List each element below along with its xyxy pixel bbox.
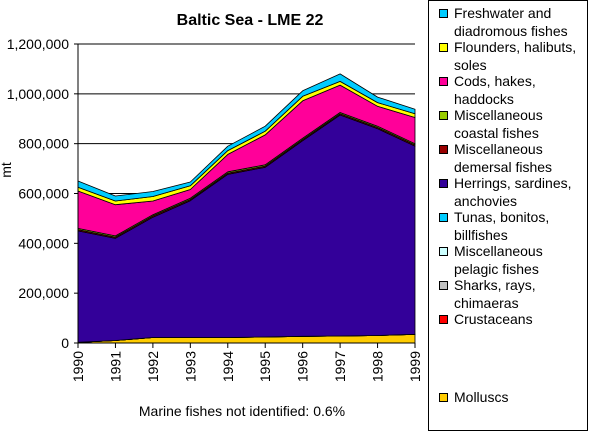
- legend-swatch: [439, 315, 448, 324]
- legend-label-line: anchovies: [454, 193, 518, 209]
- legend-swatch: [439, 77, 448, 86]
- legend-label: Cods, hakes, haddocks: [454, 72, 590, 108]
- legend-label-line: Cods, hakes,: [454, 73, 536, 89]
- legend-label-line: billfishes: [454, 227, 508, 243]
- legend-label: Miscellaneous demersal fishes: [454, 140, 590, 176]
- legend-label: Herrings, sardines, anchovies: [454, 174, 590, 210]
- legend-label: Sharks, rays, chimaeras: [454, 276, 590, 312]
- x-tick-label: 1991: [107, 351, 123, 382]
- legend-label-line: coastal fishes: [454, 125, 539, 141]
- legend-label-line: soles: [454, 57, 487, 73]
- chart-title: Baltic Sea - LME 22: [177, 12, 324, 29]
- legend-label: Crustaceans: [454, 310, 590, 328]
- chart-annotation: Marine fishes not identified: 0.6%: [139, 403, 345, 419]
- legend-label-line: Tunas, bonitos,: [454, 209, 550, 225]
- legend-label-line: demersal fishes: [454, 159, 553, 175]
- legend-label-line: Freshwater and: [454, 5, 552, 21]
- legend-label-line: chimaeras: [454, 295, 519, 311]
- x-tick-label: 1997: [332, 351, 348, 382]
- x-tick-label: 1995: [257, 351, 273, 382]
- legend-label-line: haddocks: [454, 91, 514, 107]
- y-tick-label: 1,200,000: [7, 36, 69, 52]
- legend-swatch: [439, 179, 448, 188]
- legend-label-line: Herrings, sardines,: [454, 175, 572, 191]
- y-tick-label: 800,000: [18, 136, 69, 152]
- legend-label-line: pelagic fishes: [454, 261, 539, 277]
- legend-label-line: Miscellaneous: [454, 243, 543, 259]
- x-tick-label: 1992: [145, 351, 161, 382]
- legend-label: Miscellaneous pelagic fishes: [454, 242, 590, 278]
- x-tick-label: 1998: [370, 351, 386, 382]
- x-tick-label: 1990: [70, 351, 86, 382]
- legend-swatch: [439, 9, 448, 18]
- legend-swatch: [439, 213, 448, 222]
- legend-label-line: Miscellaneous: [454, 107, 543, 123]
- area-series-freshwater-and-diadromous-fishes: [77, 73, 416, 202]
- legend-swatch: [439, 111, 448, 120]
- legend-label-line: diadromous fishes: [454, 23, 568, 39]
- legend-label-line: Miscellaneous: [454, 141, 543, 157]
- legend-label: Freshwater and diadromous fishes: [454, 4, 590, 40]
- legend-label-line: Molluscs: [454, 389, 509, 405]
- x-tick-label: 1999: [407, 351, 423, 382]
- x-tick-label: 1993: [182, 351, 198, 382]
- legend-swatch: [439, 43, 448, 52]
- legend-label-line: Sharks, rays,: [454, 277, 536, 293]
- y-tick-label: 600,000: [18, 186, 69, 202]
- x-tick-label: 1994: [220, 351, 236, 382]
- y-tick-label: 0: [61, 335, 69, 351]
- legend-swatch: [439, 247, 448, 256]
- legend-label: Flounders, halibuts, soles: [454, 38, 590, 74]
- legend-label-line: Crustaceans: [454, 311, 533, 327]
- legend-swatch: [439, 145, 448, 154]
- legend-swatch: [439, 281, 448, 290]
- legend-label: Miscellaneous coastal fishes: [454, 106, 590, 142]
- chart-legend: Freshwater and diadromous fishes Flounders…: [428, 0, 588, 431]
- legend-label: Tunas, bonitos, billfishes: [454, 208, 590, 244]
- y-tick-label: 1,000,000: [7, 86, 69, 102]
- y-tick-label: 400,000: [18, 235, 69, 251]
- legend-label-line: Flounders, halibuts,: [454, 39, 577, 55]
- y-axis-label: mt: [0, 162, 14, 178]
- chart-plot: 0 200,000 400,000 600,000 800,000 1,000,000 1,…: [0, 12, 423, 419]
- x-tick-label: 1996: [295, 351, 311, 382]
- y-tick-label: 200,000: [18, 285, 69, 301]
- legend-label: Molluscs: [454, 388, 590, 406]
- legend-swatch: [439, 393, 448, 402]
